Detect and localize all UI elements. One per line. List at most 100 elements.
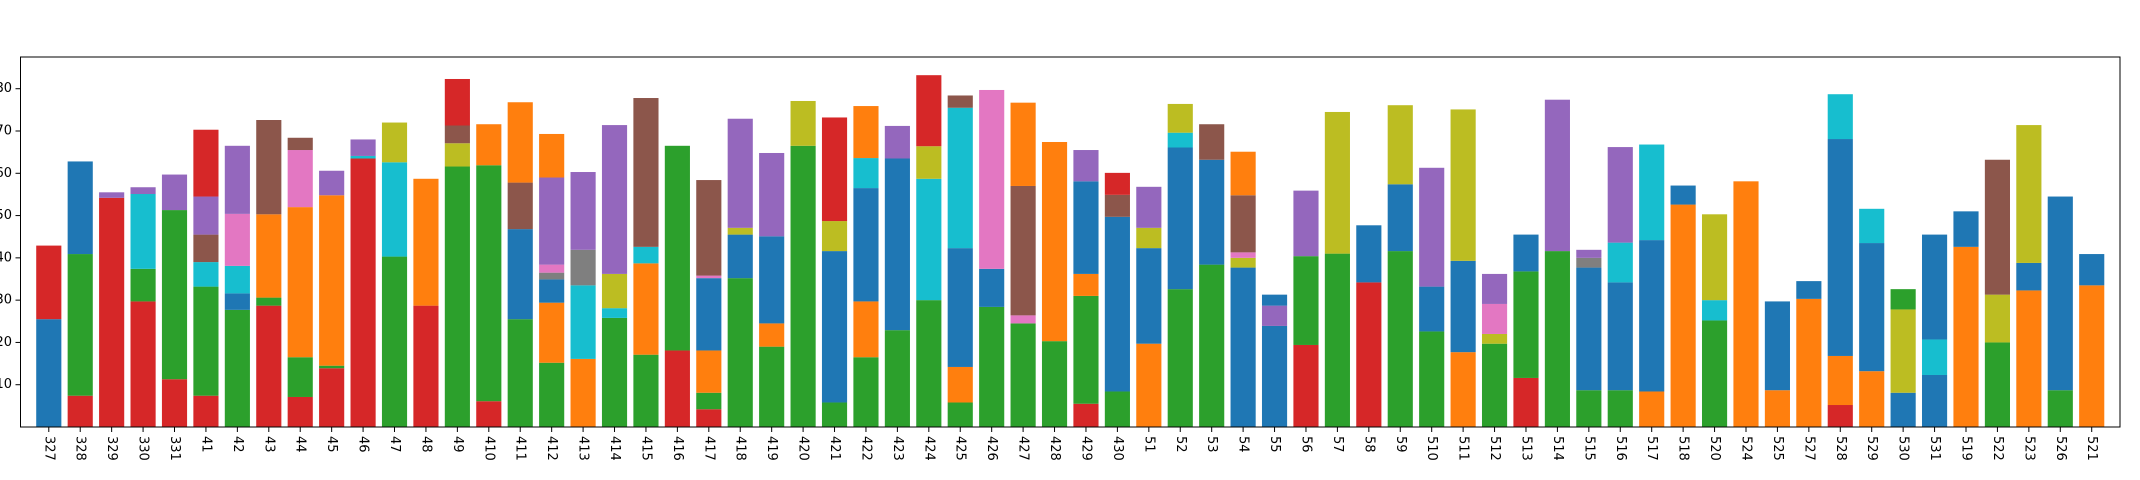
bar-segment [1481, 303, 1508, 334]
bar-segment [507, 319, 533, 427]
bar-segment [99, 192, 125, 198]
bar-segment [1387, 251, 1413, 427]
bar-segment [1890, 392, 1916, 427]
bar-segment [287, 357, 313, 397]
bar-segment [821, 251, 848, 403]
x-tick-label: 47 [387, 436, 402, 453]
x-tick-label: 526 [2053, 436, 2068, 461]
bar-segment [256, 120, 282, 215]
bar-segment [1010, 323, 1036, 427]
x-tick-label: 428 [1047, 436, 1062, 461]
x-tick-label: 512 [1487, 436, 1502, 461]
y-tick-label: 10 [0, 377, 12, 392]
bar-segment [884, 158, 910, 331]
bar-segment [1513, 377, 1539, 427]
bar-segment [193, 262, 219, 287]
bar-segment [1984, 294, 2010, 343]
x-tick-label: 49 [450, 436, 465, 453]
bar-segment [916, 75, 942, 147]
x-tick-label: 529 [1864, 436, 1879, 461]
x-tick-label: 46 [356, 436, 371, 453]
bar-segment [1419, 331, 1445, 427]
bar-segment [1261, 305, 1288, 326]
bar-segment [1859, 371, 1885, 427]
bar-segment [99, 197, 125, 427]
bar-segment [1324, 253, 1350, 427]
bar-segment [790, 145, 816, 428]
bar-segment [1670, 204, 1696, 427]
bar-segment [1010, 185, 1036, 316]
bar-segment [1701, 214, 1728, 301]
bar-segment [696, 350, 722, 393]
bar-segment [570, 249, 596, 286]
x-tick-label: 522 [1990, 436, 2005, 461]
bar-segment [256, 297, 282, 306]
bar-segment [633, 354, 659, 427]
x-tick-label: 517 [1644, 436, 1659, 461]
x-tick-label: 58 [1361, 436, 1376, 453]
x-tick-label: 528 [1833, 436, 1848, 461]
bar-segment [601, 125, 628, 274]
bar-segment [1419, 167, 1445, 287]
bar-segment [601, 273, 628, 309]
bar-segment [130, 194, 156, 269]
bar-segment [853, 301, 879, 358]
bar-segment [1230, 257, 1256, 268]
bar-segment [1607, 147, 1633, 243]
bar-segment [570, 172, 596, 250]
bar-segment [1356, 225, 1382, 283]
bar-segment [507, 229, 533, 320]
bar-segment [1796, 281, 1822, 299]
x-tick-label: 56 [1298, 436, 1313, 453]
x-tick-label: 327 [41, 436, 56, 461]
x-tick-label: 51 [1141, 436, 1156, 453]
bar-segment [696, 409, 722, 427]
bar-segment [853, 106, 879, 159]
bar-segment [130, 268, 156, 302]
bar-segment [1104, 172, 1130, 195]
bar-segment [947, 366, 973, 403]
bar-segment [1324, 111, 1350, 254]
bar-segment [1073, 150, 1099, 182]
bar-segment [916, 146, 942, 179]
bar-segment [1607, 242, 1633, 283]
bar-segment [853, 357, 879, 427]
bar-segment [853, 158, 879, 189]
bar-segment [193, 395, 219, 427]
bar-segment [1167, 103, 1193, 133]
x-tick-label: 530 [1896, 436, 1911, 461]
bar-segment [539, 264, 565, 273]
bar-segment [696, 278, 722, 351]
bar-segment [539, 133, 565, 178]
bar-segment [161, 210, 188, 380]
bar-segment [2047, 390, 2073, 427]
bar-segment [1827, 355, 1853, 406]
bar-segment [601, 308, 628, 318]
x-tick-label: 516 [1613, 436, 1628, 461]
bar-segment [1230, 151, 1256, 196]
bar-segment [224, 309, 250, 427]
bar-segment [1670, 185, 1696, 205]
bar-segment [381, 122, 408, 163]
bar-segment [539, 362, 565, 427]
bar-segment [727, 234, 753, 279]
bar-segment [381, 256, 408, 427]
bar-segment [821, 117, 848, 222]
bar-segment [821, 402, 848, 427]
x-tick-label: 48 [418, 436, 433, 453]
bar-segment [2079, 254, 2105, 286]
bar-segment [1073, 403, 1099, 427]
bar-segment [664, 145, 690, 351]
x-tick-label: 421 [827, 436, 842, 461]
bar-segment [1576, 249, 1602, 258]
bar-segment [444, 125, 470, 144]
bar-segment [916, 178, 942, 301]
x-tick-label: 415 [638, 436, 653, 461]
bar-segment [193, 286, 219, 396]
bar-segment [224, 145, 250, 214]
bar-segment [444, 166, 470, 427]
x-tick-label: 57 [1330, 436, 1345, 453]
x-tick-label: 52 [1173, 436, 1188, 453]
bar-segment [1607, 390, 1633, 427]
